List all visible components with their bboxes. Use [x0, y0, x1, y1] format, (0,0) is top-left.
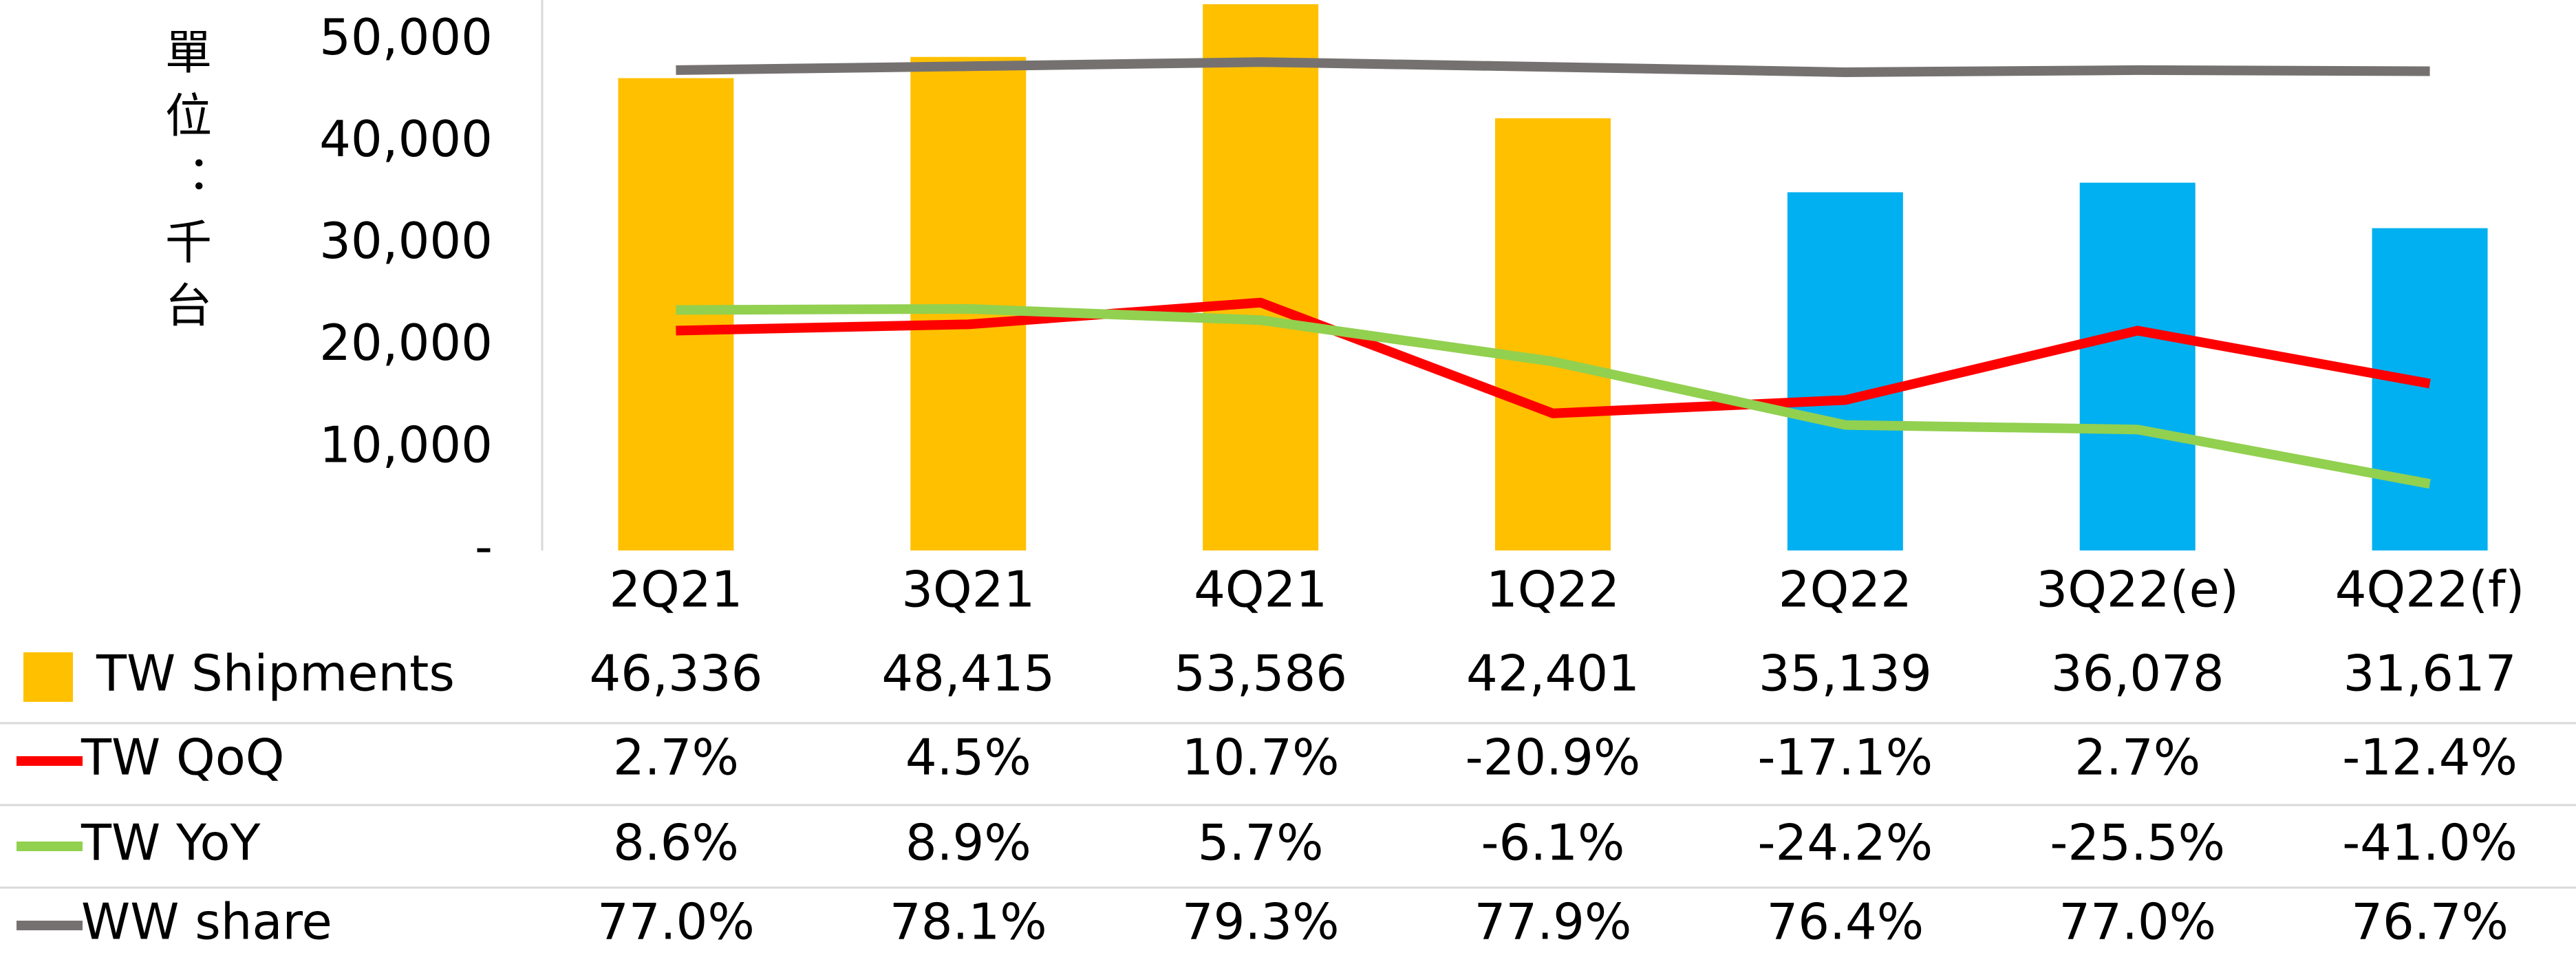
table-value: 79.3% [1182, 893, 1340, 951]
table-value: 10.7% [1182, 729, 1340, 786]
table-value: 8.9% [905, 814, 1031, 872]
x-tick-label: 2Q22 [1779, 561, 1912, 619]
legend-label: TW QoQ [80, 729, 284, 786]
line [676, 57, 2430, 77]
table-value: 76.7% [2351, 893, 2509, 951]
bar [1787, 192, 1903, 550]
table-value: 53,586 [1174, 645, 1347, 703]
y-tick-label: 40,000 [319, 110, 493, 168]
table-value: 77.0% [2059, 893, 2216, 951]
table-value: 4.5% [905, 729, 1031, 786]
line [676, 303, 2431, 489]
x-tick-label: 4Q22(f) [2335, 561, 2525, 619]
legend-label: TW Shipments [96, 645, 455, 703]
bar [2079, 182, 2196, 550]
table-value: 78.1% [890, 893, 1047, 951]
legend-swatch [23, 652, 73, 702]
y-tick-label: - [475, 518, 493, 576]
table-value: -17.1% [1757, 729, 1933, 786]
x-tick-label: 2Q21 [609, 561, 742, 619]
bar [1203, 4, 1319, 550]
table-value: 77.0% [597, 893, 755, 951]
table-value: -24.2% [1757, 814, 1933, 872]
bar [910, 56, 1027, 551]
table-value: -41.0% [2342, 814, 2518, 872]
table-value: 31,617 [2343, 645, 2517, 703]
x-tick-label: 3Q22(e) [2036, 561, 2239, 619]
bar [1495, 118, 1611, 550]
line [676, 297, 2431, 418]
y-tick-label: 30,000 [319, 212, 493, 270]
table-value: 76.4% [1766, 893, 1924, 951]
x-tick-label: 1Q22 [1486, 561, 1620, 619]
table-value: 5.7% [1198, 814, 1324, 872]
table-value: 2.7% [2074, 729, 2200, 786]
table-value: 8.6% [613, 814, 739, 872]
y-tick-label: 10,000 [319, 416, 493, 473]
y-tick-label: 50,000 [319, 8, 493, 66]
x-tick-label: 4Q21 [1194, 561, 1327, 619]
table-value: -20.9% [1466, 729, 1641, 786]
bar [2372, 228, 2488, 550]
table-value: -6.1% [1481, 814, 1625, 872]
table-value: 36,078 [2051, 645, 2224, 703]
table-value: 35,139 [1759, 645, 1932, 703]
legend-label: WW share [81, 893, 332, 951]
table-value: -12.4% [2342, 729, 2518, 786]
table-value: -25.5% [2050, 814, 2225, 872]
x-tick-label: 3Q21 [901, 561, 1035, 619]
legend-label: TW YoY [80, 814, 261, 872]
table-value: 46,336 [589, 645, 762, 703]
table-value: 48,415 [881, 645, 1055, 703]
table-value: 2.7% [613, 729, 739, 786]
y-tick-label: 20,000 [319, 314, 493, 372]
table-value: 42,401 [1466, 645, 1640, 703]
table-value: 77.9% [1474, 893, 1632, 951]
y-axis-label: 單位：千台 [156, 28, 211, 344]
